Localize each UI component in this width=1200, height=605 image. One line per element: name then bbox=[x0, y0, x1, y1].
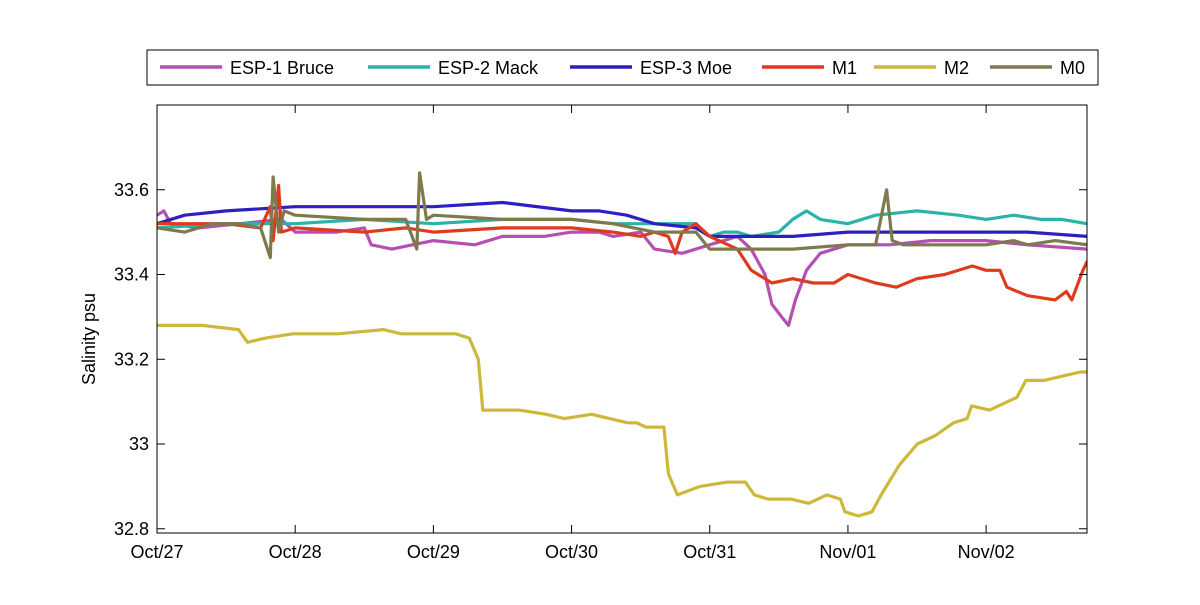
x-tick-label: Oct/29 bbox=[407, 542, 460, 562]
y-tick-label: 32.8 bbox=[114, 519, 149, 539]
y-tick-label: 33.2 bbox=[114, 349, 149, 369]
series-line-m0 bbox=[157, 171, 1087, 260]
series-layer bbox=[157, 171, 1087, 518]
y-axis-label: Salinity psu bbox=[79, 293, 99, 385]
legend-label: ESP-2 Mack bbox=[438, 58, 539, 78]
x-tick-label: Nov/01 bbox=[819, 542, 876, 562]
series-line-m1 bbox=[157, 183, 1087, 302]
x-tick-label: Oct/28 bbox=[269, 542, 322, 562]
series-line-m2 bbox=[157, 323, 1087, 518]
plot-area-frame bbox=[156, 104, 1088, 534]
y-tick-label: 33.4 bbox=[114, 265, 149, 285]
series-line-esp-3-moe bbox=[157, 200, 1087, 238]
series-line-esp-1-bruce bbox=[157, 209, 1087, 327]
legend: ESP-1 Bruce ESP-2 Mack ESP-3 Moe M1 M2 M0 bbox=[146, 49, 1099, 86]
legend-label: ESP-3 Moe bbox=[640, 58, 732, 78]
legend-label: ESP-1 Bruce bbox=[230, 58, 334, 78]
x-tick-label: Oct/31 bbox=[683, 542, 736, 562]
x-tick-label: Nov/02 bbox=[958, 542, 1015, 562]
x-tick-label: Oct/30 bbox=[545, 542, 598, 562]
legend-label: M1 bbox=[832, 58, 857, 78]
legend-label: M2 bbox=[944, 58, 969, 78]
axis-ticks: Oct/27 Oct/28 Oct/29 Oct/30 Oct/31 Nov/01 Nov/… bbox=[114, 105, 1087, 562]
legend-label: M0 bbox=[1060, 58, 1085, 78]
y-tick-label: 33 bbox=[129, 434, 149, 454]
x-tick-label: Oct/27 bbox=[130, 542, 183, 562]
y-tick-label: 33.6 bbox=[114, 180, 149, 200]
